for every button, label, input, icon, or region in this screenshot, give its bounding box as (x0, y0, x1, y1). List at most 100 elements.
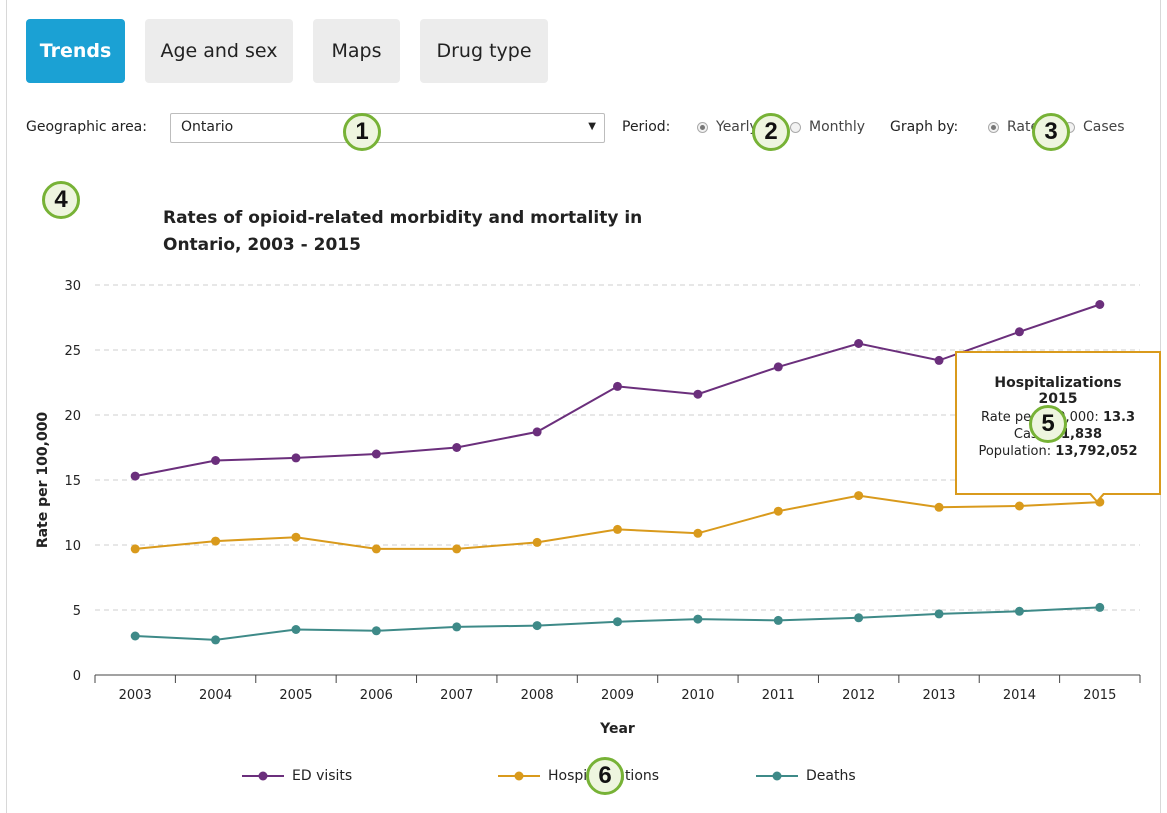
data-point-deaths (291, 625, 301, 634)
y-tick-label: 0 (73, 669, 81, 684)
x-tick-label: 2012 (842, 688, 875, 703)
x-axis-title: Year (599, 721, 635, 737)
data-point-hospitalizations (934, 502, 944, 512)
geographic-area-value: Ontario (181, 119, 234, 135)
data-point-ed-visits (1095, 300, 1105, 309)
data-point-ed-visits (613, 381, 622, 391)
legend-marker-ed-visits (242, 771, 284, 781)
data-point-hospitalizations (291, 532, 301, 542)
tooltip-cases-value: 1,838 (1060, 427, 1103, 442)
data-point-ed-visits (773, 362, 783, 372)
tab-age-and-sex[interactable]: Age and sex (145, 19, 293, 83)
y-tick-label: 5 (73, 604, 81, 619)
tab-maps[interactable]: Maps (313, 19, 400, 83)
data-point-ed-visits (693, 389, 703, 399)
data-point-ed-visits (211, 456, 221, 465)
data-point-deaths (693, 614, 703, 624)
y-tick-label: 30 (64, 279, 81, 294)
data-point-deaths (1014, 606, 1024, 616)
tab-trends[interactable]: Trends (26, 19, 125, 83)
data-point-deaths (1095, 602, 1105, 612)
x-tick-label: 2004 (199, 688, 232, 703)
tab-bar: Trends Age and sex Maps Drug type (26, 19, 548, 83)
tooltip-rate-value: 13.3 (1102, 410, 1136, 425)
legend-marker-hospitalizations (498, 771, 540, 781)
data-point-ed-visits (130, 471, 140, 481)
legend-item-deaths[interactable]: Deaths (756, 768, 856, 784)
data-point-hospitalizations (130, 544, 140, 554)
tooltip-population-label: Population: (978, 444, 1052, 459)
data-point-deaths (613, 617, 622, 627)
data-point-hospitalizations (532, 537, 542, 547)
x-tick-label: 2013 (922, 688, 955, 703)
legend-item-ed-visits[interactable]: ED visits (242, 768, 352, 784)
tab-drug-type[interactable]: Drug type (420, 19, 548, 83)
data-point-deaths (130, 631, 140, 641)
x-tick-label: 2010 (681, 688, 714, 703)
radio-selected-icon (697, 121, 708, 133)
x-tick-label: 2009 (601, 688, 634, 703)
data-point-ed-visits (371, 449, 381, 459)
legend-marker-deaths (756, 771, 798, 781)
annotation-badge-5: 5 (1029, 405, 1067, 443)
period-monthly-label: Monthly (809, 119, 866, 135)
x-tick-label: 2008 (521, 688, 554, 703)
data-point-hospitalizations (613, 524, 622, 534)
data-point-hospitalizations (773, 506, 783, 516)
data-point-ed-visits (532, 427, 542, 437)
data-point-ed-visits (854, 339, 864, 348)
annotation-badge-6: 6 (586, 757, 624, 795)
graph-by-cases-label: Cases (1083, 119, 1125, 135)
x-tick-label: 2015 (1083, 688, 1116, 703)
data-point-deaths (934, 609, 944, 619)
period-label: Period: (622, 119, 671, 135)
data-point-deaths (773, 615, 783, 625)
data-point-ed-visits (291, 453, 301, 463)
data-point-deaths (532, 621, 542, 631)
data-point-deaths (452, 622, 462, 632)
series-line-hospitalizations (135, 494, 1100, 550)
annotation-badge-4: 4 (42, 181, 80, 219)
geographic-area-label: Geographic area: (26, 119, 147, 135)
y-axis-title: Rate per 100,000 (35, 412, 51, 549)
data-point-ed-visits (934, 355, 944, 365)
legend-label-deaths: Deaths (806, 768, 856, 784)
x-tick-label: 2003 (119, 688, 152, 703)
period-yearly-radio[interactable]: Yearly (697, 119, 758, 135)
tooltip-year: 2015 (1038, 391, 1078, 407)
y-tick-label: 25 (64, 344, 81, 359)
data-point-hospitalizations (211, 536, 221, 546)
graph-by-label: Graph by: (890, 119, 959, 135)
data-point-ed-visits (1014, 327, 1024, 337)
radio-unselected-icon (790, 121, 801, 133)
data-point-hospitalizations (693, 528, 703, 538)
chart-title: Rates of opioid-related morbidity and mo… (163, 205, 723, 259)
data-point-hospitalizations (1014, 501, 1024, 511)
tooltip-title: Hospitalizations (994, 375, 1122, 391)
radio-selected-icon (988, 121, 999, 133)
period-monthly-radio[interactable]: Monthly (790, 119, 865, 135)
annotation-badge-2: 2 (752, 113, 790, 151)
period-yearly-label: Yearly (716, 119, 758, 135)
chart-title-line-2: Ontario, 2003 - 2015 (163, 235, 361, 255)
annotation-badge-3: 3 (1032, 113, 1070, 151)
tooltip-population: Population: 13,792,052 (957, 443, 1159, 460)
data-point-deaths (211, 635, 221, 645)
data-point-deaths (371, 626, 381, 636)
data-point-ed-visits (452, 443, 462, 452)
x-tick-label: 2011 (762, 688, 795, 703)
x-tick-label: 2005 (279, 688, 312, 703)
tooltip-population-value: 13,792,052 (1055, 444, 1138, 459)
data-point-hospitalizations (452, 544, 462, 554)
legend-label-ed-visits: ED visits (292, 768, 353, 784)
data-point-hospitalizations (854, 491, 864, 501)
chart-title-line-1: Rates of opioid-related morbidity and mo… (163, 208, 643, 228)
data-point-deaths (854, 613, 864, 623)
x-tick-label: 2014 (1003, 688, 1036, 703)
legend-item-hospitalizations[interactable]: Hospitalizations (498, 768, 659, 784)
y-tick-label: 15 (64, 474, 81, 489)
data-point-hospitalizations (371, 544, 381, 554)
tooltip-arrow-fill (1090, 492, 1104, 500)
geographic-area-select[interactable]: Ontario ▼ (170, 113, 605, 143)
